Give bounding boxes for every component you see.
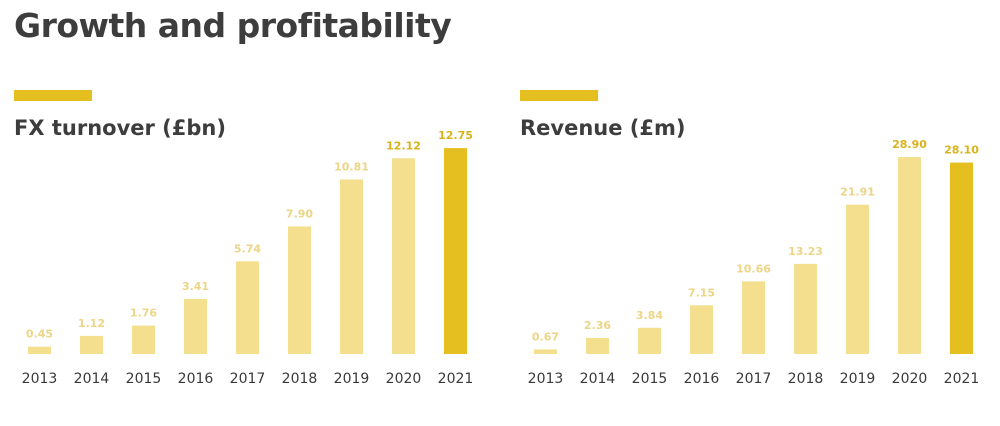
fx-bar-2020	[392, 158, 415, 354]
fx-chart-title: FX turnover (£bn)	[14, 116, 226, 140]
revenue-tick-label-2018: 2018	[788, 371, 824, 387]
fx-tick-label-2013: 2013	[22, 371, 58, 387]
fx-tick-label-2018: 2018	[282, 371, 318, 387]
fx-value-label-2013: 0.45	[26, 328, 53, 341]
revenue-bar-2015	[638, 327, 661, 354]
fx-tick-label-2014: 2014	[74, 371, 110, 387]
revenue-accent-bar	[520, 90, 598, 101]
revenue-bar-2013	[534, 349, 557, 354]
revenue-value-label-2015: 3.84	[636, 309, 663, 322]
revenue-value-label-2019: 21.91	[840, 186, 875, 199]
revenue-chart-title: Revenue (£m)	[520, 116, 686, 140]
revenue-value-label-2021: 28.10	[944, 144, 979, 157]
fx-accent-bar	[14, 90, 92, 101]
fx-tick-label-2015: 2015	[126, 371, 162, 387]
fx-value-label-2015: 1.76	[130, 307, 157, 320]
fx-turnover-panel: FX turnover (£bn) 0.45 2013 1.12 2014 1.76 20…	[14, 90, 484, 410]
fx-bar-2021	[444, 148, 467, 354]
page-title: Growth and profitability	[14, 6, 452, 45]
fx-bar-2018	[288, 226, 311, 354]
revenue-bar-2016	[690, 305, 713, 354]
revenue-panel: Revenue (£m) 0.67 2013 2.36 2014 3.84 2015 7.1…	[520, 90, 990, 410]
fx-turnover-chart: 0.45 2013 1.12 2014 1.76 2015 3.41 2016 5.74 2017…	[22, 129, 474, 387]
fx-bar-2017	[236, 261, 259, 354]
fx-bar-2013	[28, 346, 51, 354]
revenue-value-label-2013: 0.67	[532, 330, 559, 343]
fx-bar-2016	[184, 298, 207, 354]
revenue-value-label-2020: 28.90	[892, 138, 927, 151]
revenue-value-label-2017: 10.66	[736, 262, 771, 275]
fx-tick-label-2020: 2020	[386, 371, 422, 387]
fx-value-label-2016: 3.41	[182, 280, 209, 293]
revenue-bar-2021	[950, 162, 973, 354]
revenue-tick-label-2021: 2021	[944, 371, 980, 387]
fx-value-label-2017: 5.74	[234, 242, 261, 255]
revenue-tick-label-2019: 2019	[840, 371, 876, 387]
fx-value-label-2021: 12.75	[438, 129, 473, 142]
revenue-tick-label-2020: 2020	[892, 371, 928, 387]
fx-bar-2015	[132, 325, 155, 354]
fx-value-label-2018: 7.90	[286, 207, 313, 220]
fx-tick-label-2019: 2019	[334, 371, 370, 387]
fx-tick-label-2021: 2021	[438, 371, 474, 387]
fx-value-label-2019: 10.81	[334, 160, 369, 173]
revenue-tick-label-2016: 2016	[684, 371, 720, 387]
revenue-bar-2018	[794, 263, 817, 354]
fx-value-label-2020: 12.12	[386, 139, 421, 152]
fx-tick-label-2017: 2017	[230, 371, 266, 387]
revenue-tick-label-2014: 2014	[580, 371, 616, 387]
fx-bar-2019	[340, 179, 363, 354]
revenue-value-label-2018: 13.23	[788, 245, 823, 258]
fx-bar-2014	[80, 335, 103, 354]
revenue-bar-2019	[846, 204, 869, 354]
revenue-bar-2014	[586, 337, 609, 354]
fx-tick-label-2016: 2016	[178, 371, 214, 387]
revenue-tick-label-2015: 2015	[632, 371, 668, 387]
revenue-tick-label-2013: 2013	[528, 371, 564, 387]
revenue-value-label-2014: 2.36	[584, 319, 611, 332]
revenue-chart: 0.67 2013 2.36 2014 3.84 2015 7.15 2016 10.66 201…	[528, 138, 980, 387]
fx-value-label-2014: 1.12	[78, 317, 105, 330]
revenue-tick-label-2017: 2017	[736, 371, 772, 387]
revenue-value-label-2016: 7.15	[688, 286, 715, 299]
revenue-bar-2017	[742, 281, 765, 354]
revenue-bar-2020	[898, 157, 921, 354]
